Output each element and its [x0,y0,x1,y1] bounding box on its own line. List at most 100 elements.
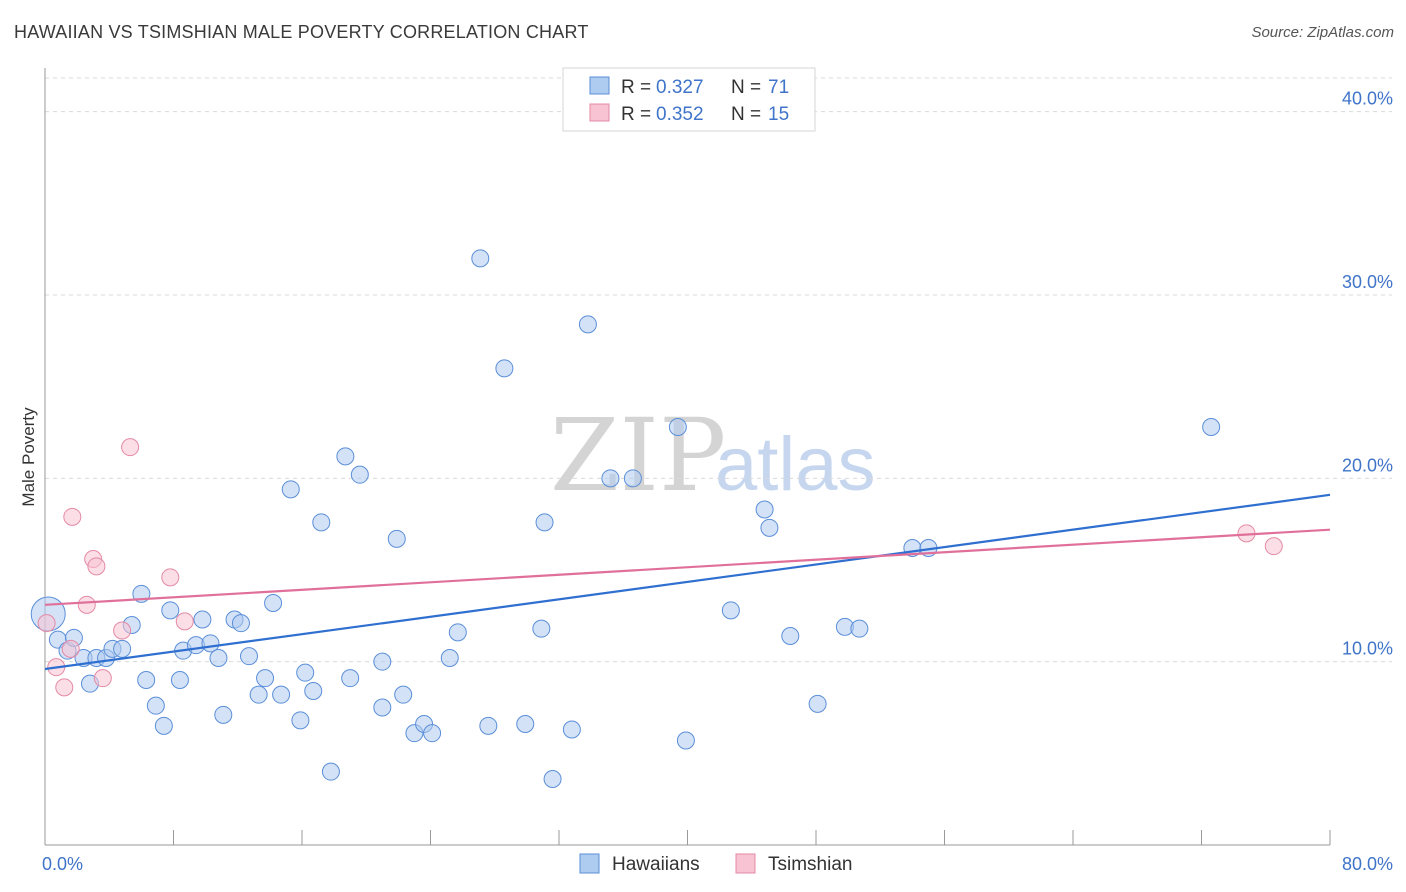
legend-n-value-hawaiians: 71 [768,77,789,98]
hawaiians-point-27 [256,669,275,688]
trend-lines [44,493,1331,671]
hawaiians-point-50 [495,359,514,378]
hawaiians-point-56 [578,315,597,334]
watermark: ZIP atlas [550,397,876,514]
hawaiians-point-31 [291,711,310,730]
legend-r-value-hawaiians: 0.327 [656,77,704,98]
hawaiians-point-30 [281,480,300,499]
hawaiians-trend-line [44,493,1331,671]
hawaiians-point-60 [676,731,695,750]
legend-r-value-tsimshian: 0.352 [656,104,704,125]
tsimshian-point-4 [63,507,82,526]
hawaiians-point-39 [373,652,392,671]
hawaiians-point-52 [532,619,551,638]
hawaiians-point-58 [623,469,642,488]
hawaiians-point-64 [781,627,800,645]
hawaiians-point-63 [760,518,779,537]
watermark-atlas: atlas [715,422,876,507]
x-axis-ticks [44,830,1331,845]
tsimshian-point-3 [61,639,80,658]
hawaiians-point-15 [161,601,180,620]
hawaiians-point-61 [721,601,740,620]
hawaiians-point-48 [471,249,490,268]
y-tick-label-20: 20.0% [1342,455,1393,475]
hawaiians-point-51 [516,715,535,733]
tsimshian-point-2 [55,678,74,697]
y-axis-label: Male Poverty [19,407,38,507]
hawaiians-point-22 [214,705,233,724]
x-axis-tick-labels: 0.0% 80.0% [42,854,1393,874]
tsimshian-point-7 [87,557,106,576]
hawaiians-point-57 [601,469,620,488]
series-legend: Hawaiians Tsimshian [579,853,852,875]
hawaiians-point-12 [137,671,156,689]
hawaiians-point-19 [193,610,212,629]
legend-swatch-hawaiians [589,76,610,95]
legend-n-value-tsimshian: 15 [768,104,789,125]
legend-n-label-tsimshian: N = [731,104,761,125]
hawaiians-point-35 [321,762,340,781]
tsimshian-point-14 [1264,537,1283,556]
legend-swatch-tsimshian [589,103,610,122]
hawaiians-point-47 [448,623,467,642]
gridlines [45,77,1392,663]
series-tsimshian-points [37,438,1283,697]
hawaiians-point-62 [755,500,774,519]
y-tick-label-10: 10.0% [1342,639,1393,659]
hawaiians-point-67 [850,619,869,638]
hawaiians-point-33 [304,682,323,700]
hawaiians-point-59 [668,418,687,436]
hawaiians-point-13 [146,696,165,715]
hawaiians-point-16 [170,671,189,689]
tsimshian-point-11 [161,568,180,587]
source-note: Source: ZipAtlas.com [1251,24,1394,41]
tsimshian-trend-line [44,528,1331,606]
hawaiians-point-40 [373,698,392,717]
watermark-zip: ZIP [550,397,726,514]
chart-title: HAWAIIAN VS TSIMSHIAN MALE POVERTY CORRE… [14,22,589,42]
legend-r-label-hawaiians: R = [621,77,651,98]
y-tick-label-30: 30.0% [1342,272,1393,292]
bottom-legend-label-hawaiians: Hawaiians [612,854,700,875]
tsimshian-point-9 [113,621,132,640]
stats-legend: R = 0.327 N = 71 R = 0.352 N = 15 [562,67,816,132]
hawaiians-point-49 [479,716,498,735]
hawaiians-point-36 [336,447,355,466]
series-hawaiians-points [30,249,1221,788]
tsimshian-point-0 [37,614,56,633]
hawaiians-point-24 [231,614,250,633]
hawaiians-point-28 [264,594,283,612]
x-tick-label-80: 80.0% [1342,854,1393,874]
x-tick-label-0: 0.0% [42,854,83,874]
hawaiians-point-38 [350,465,369,484]
hawaiians-point-42 [394,685,413,704]
bottom-legend-label-tsimshian: Tsimshian [768,854,852,875]
hawaiians-point-34 [312,513,331,532]
hawaiians-point-25 [239,647,258,666]
hawaiians-point-45 [423,724,442,743]
hawaiians-point-26 [249,685,268,704]
hawaiians-point-46 [440,649,459,667]
hawaiians-point-70 [1202,418,1221,436]
bottom-legend-swatch-hawaiians [579,853,600,874]
hawaiians-point-21 [209,649,228,667]
hawaiians-point-41 [387,529,406,548]
tsimshian-point-10 [121,438,140,457]
hawaiians-point-55 [562,720,581,739]
hawaiians-point-32 [296,663,315,682]
tsimshian-point-5 [77,595,96,614]
hawaiians-point-65 [808,694,827,713]
tsimshian-point-8 [93,669,112,688]
legend-r-label-tsimshian: R = [621,104,651,125]
hawaiians-point-9 [113,639,132,658]
legend-n-label-hawaiians: N = [731,77,761,98]
tsimshian-point-12 [175,612,194,631]
hawaiians-point-53 [535,513,554,532]
y-tick-label-40: 40.0% [1342,89,1393,109]
hawaiians-point-14 [154,716,173,735]
hawaiians-point-54 [543,770,562,788]
hawaiians-point-37 [341,669,360,688]
bottom-legend-swatch-tsimshian [735,853,756,874]
y-axis-tick-labels: 10.0% 20.0% 30.0% 40.0% [1342,89,1393,659]
